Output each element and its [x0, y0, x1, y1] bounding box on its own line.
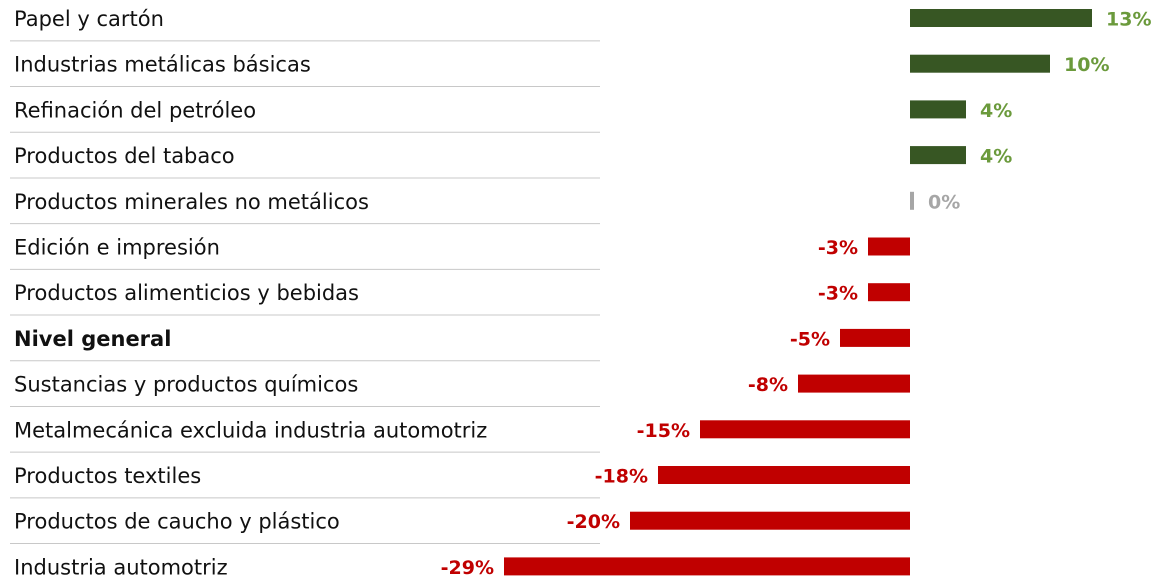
bar [840, 328, 910, 347]
value-label: -15% [637, 420, 690, 442]
value-label: -20% [567, 511, 620, 533]
category-label: Refinación del petróleo [14, 98, 256, 122]
category-label: Productos del tabaco [14, 144, 235, 168]
bar [910, 54, 1050, 73]
bar [868, 237, 910, 256]
bar [910, 191, 914, 210]
value-label: -5% [790, 328, 830, 350]
value-label: 10% [1064, 54, 1109, 76]
bar [658, 466, 910, 484]
category-label: Productos minerales no metálicos [14, 190, 369, 214]
value-label: -3% [818, 237, 858, 259]
value-label: -8% [748, 374, 788, 396]
bar [910, 146, 966, 165]
bar [798, 374, 910, 393]
bar [910, 9, 1092, 27]
bar [700, 420, 910, 439]
value-label: 4% [980, 100, 1012, 122]
category-label: Papel y cartón [14, 7, 164, 31]
category-label: Industria automotriz [14, 555, 228, 579]
value-label: -18% [595, 466, 648, 488]
value-label: -29% [441, 557, 494, 579]
category-label: Productos textiles [14, 464, 201, 488]
category-label: Sustancias y productos químicos [14, 373, 358, 397]
bar [910, 100, 966, 119]
bar [504, 557, 910, 576]
category-label: Productos de caucho y plástico [14, 510, 340, 534]
category-label: Nivel general [14, 327, 171, 351]
category-label: Industrias metálicas básicas [14, 53, 311, 77]
value-label: -3% [818, 283, 858, 305]
bar [868, 283, 910, 302]
value-label: 0% [928, 191, 960, 213]
value-label: 13% [1106, 9, 1151, 31]
category-label: Metalmecánica excluida industria automot… [14, 418, 487, 442]
category-label: Edición e impresión [14, 236, 220, 260]
bar [630, 511, 910, 530]
value-label: 4% [980, 146, 1012, 168]
category-label: Productos alimenticios y bebidas [14, 281, 359, 305]
